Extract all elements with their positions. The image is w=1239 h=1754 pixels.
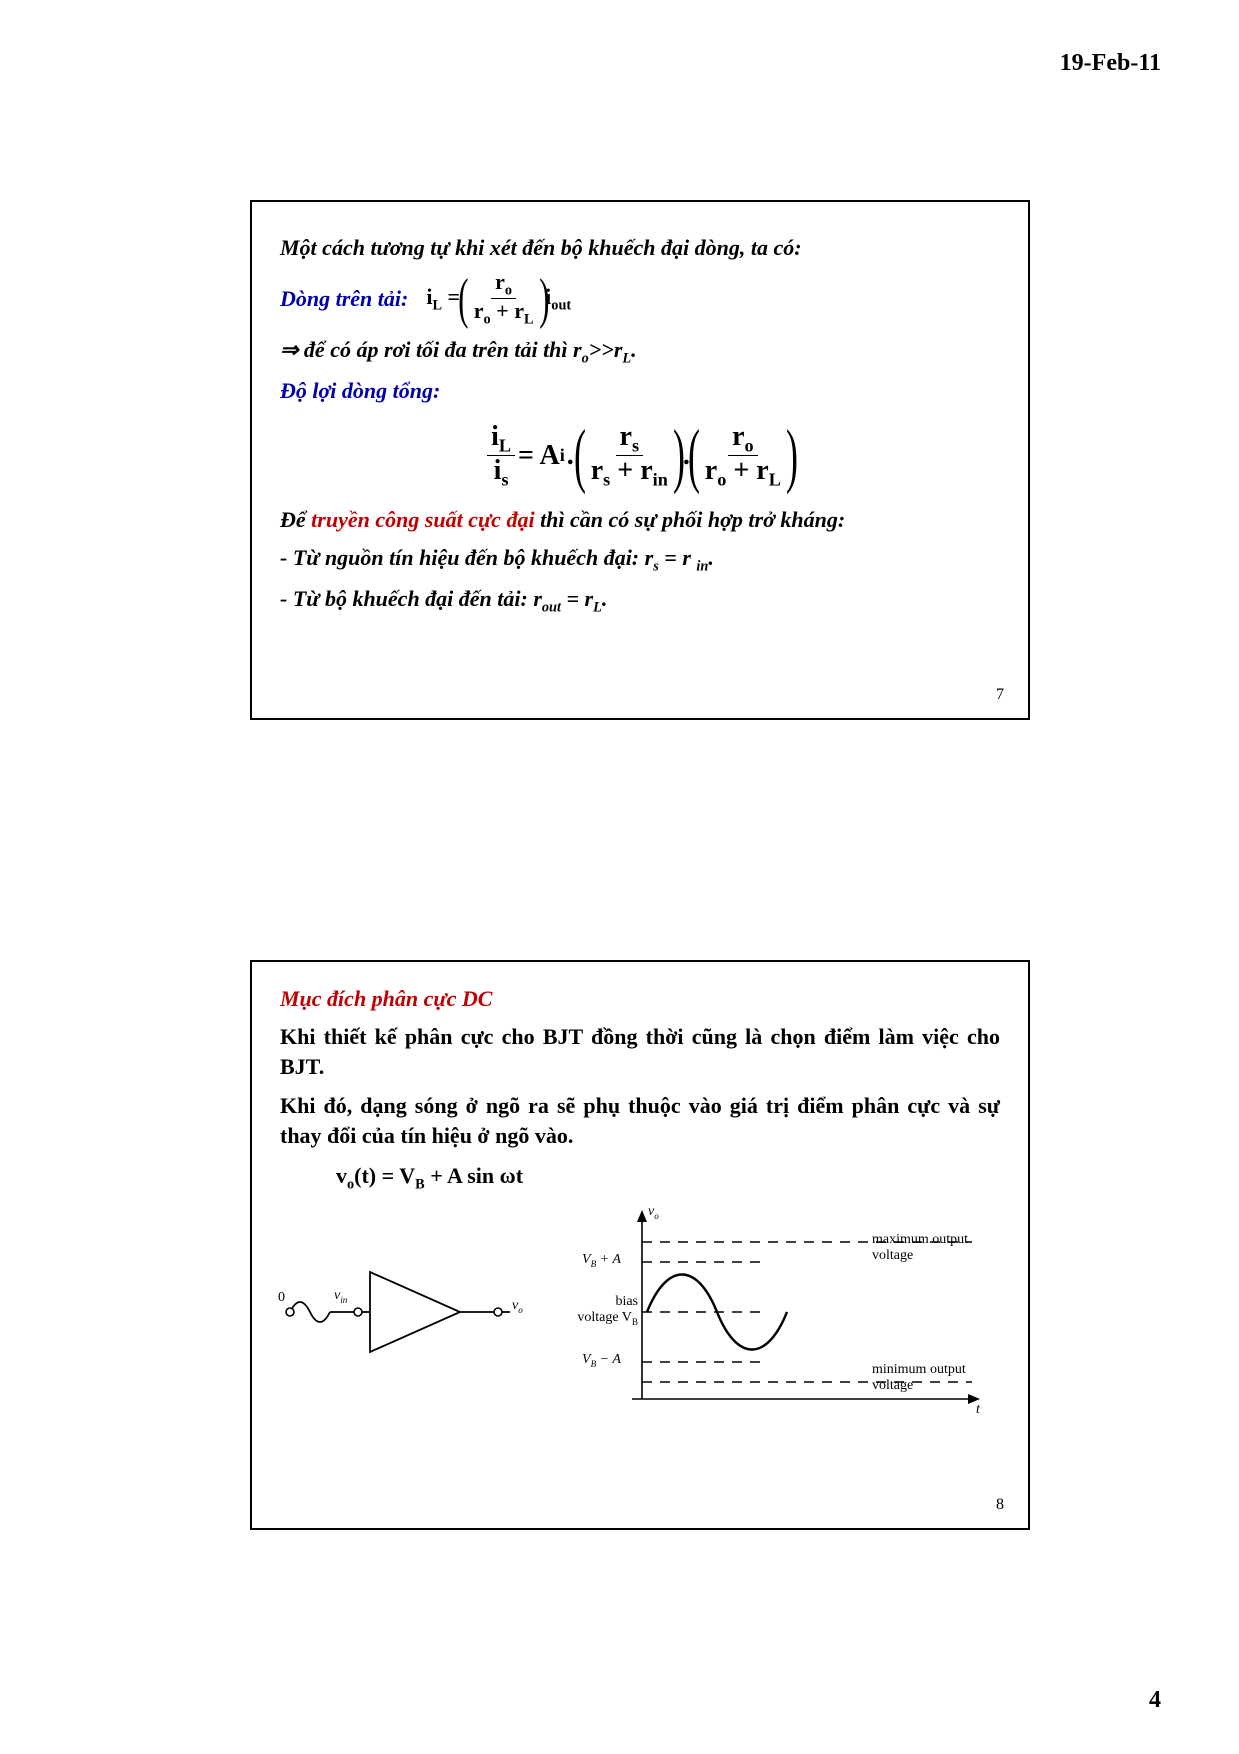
f1-iL: iL xyxy=(426,284,442,309)
lparen-icon: ( xyxy=(574,425,586,486)
slide1-gain-label: Độ lợi dòng tổng: xyxy=(280,375,1000,407)
slide1-number: 7 xyxy=(996,686,1004,704)
amplifier-svg xyxy=(280,1232,540,1392)
footer-page-number: 4 xyxy=(1149,1687,1161,1714)
wave-vbpa-label: VB + A xyxy=(582,1252,621,1269)
header-date: 19-Feb-11 xyxy=(1060,50,1161,77)
lparen-icon: ( xyxy=(688,425,700,486)
waveform-diagram: vo t VB + A bias voltage VB VB − A maxim… xyxy=(552,1204,1000,1424)
wave-bias-label: bias voltage VB xyxy=(556,1294,638,1327)
f1-frac: ro ro + rL xyxy=(470,270,538,328)
lparen-icon: ( xyxy=(458,274,468,324)
slide1-bullet2: - Từ bộ khuếch đại đến tải: rout = rL. xyxy=(280,583,1000,618)
slide1-transfer-line: Để truyền công suất cực đại thì cần có s… xyxy=(280,504,1000,536)
slide2-title: Mục đích phân cực DC xyxy=(280,986,1000,1012)
rparen-icon: ) xyxy=(673,425,685,486)
slide2-p1: Khi thiết kế phân cực cho BJT đồng thời … xyxy=(280,1022,1000,1081)
slide1-formula1: iL = ( ro ro + rL ) iout xyxy=(426,270,571,328)
slide2-p2: Khi đó, dạng sóng ở ngõ ra sẽ phụ thuộc … xyxy=(280,1091,1000,1150)
slide2-formula: vo(t) = VB + A sin ωt xyxy=(336,1161,1000,1195)
wave-y-label: vo xyxy=(648,1204,659,1221)
slide-8: Mục đích phân cực DC Khi thiết kế phân c… xyxy=(250,960,1030,1530)
slide1-conclusion: ⇒ để có áp rơi tối đa trên tải thì ro>>r… xyxy=(280,334,1000,369)
page: 19-Feb-11 4 Một cách tương tự khi xét đế… xyxy=(0,0,1239,1754)
wave-max-label: maximum outputvoltage xyxy=(872,1232,968,1264)
slide-7: Một cách tương tự khi xét đến bộ khuếch … xyxy=(250,200,1030,720)
amp-vo-label: vo xyxy=(512,1298,523,1315)
slide1-intro: Một cách tương tự khi xét đến bộ khuếch … xyxy=(280,232,1000,264)
slide2-number: 8 xyxy=(996,1496,1004,1514)
amplifier-diagram: 0 vin vo xyxy=(280,1232,540,1392)
slide1-load-label: Dòng trên tải: xyxy=(280,283,408,315)
amp-vin-label: vin xyxy=(334,1288,347,1305)
wave-vbma-label: VB − A xyxy=(582,1352,621,1369)
wave-x-label: t xyxy=(976,1402,980,1418)
rparen-icon: ) xyxy=(539,274,549,324)
rparen-icon: ) xyxy=(786,425,798,486)
slide1-load-row: Dòng trên tải: iL = ( ro ro + rL ) xyxy=(280,270,1000,328)
slide1-bullet1: - Từ nguồn tín hiệu đến bộ khuếch đại: r… xyxy=(280,542,1000,577)
wave-min-label: minimum outputvoltage xyxy=(872,1362,966,1394)
slide1-formula2: iL is = Ai . ( rs rs + rin ) . ( xyxy=(280,421,1000,490)
slide2-diagram-row: 0 vin vo xyxy=(280,1204,1000,1424)
amp-zero-label: 0 xyxy=(278,1290,285,1306)
